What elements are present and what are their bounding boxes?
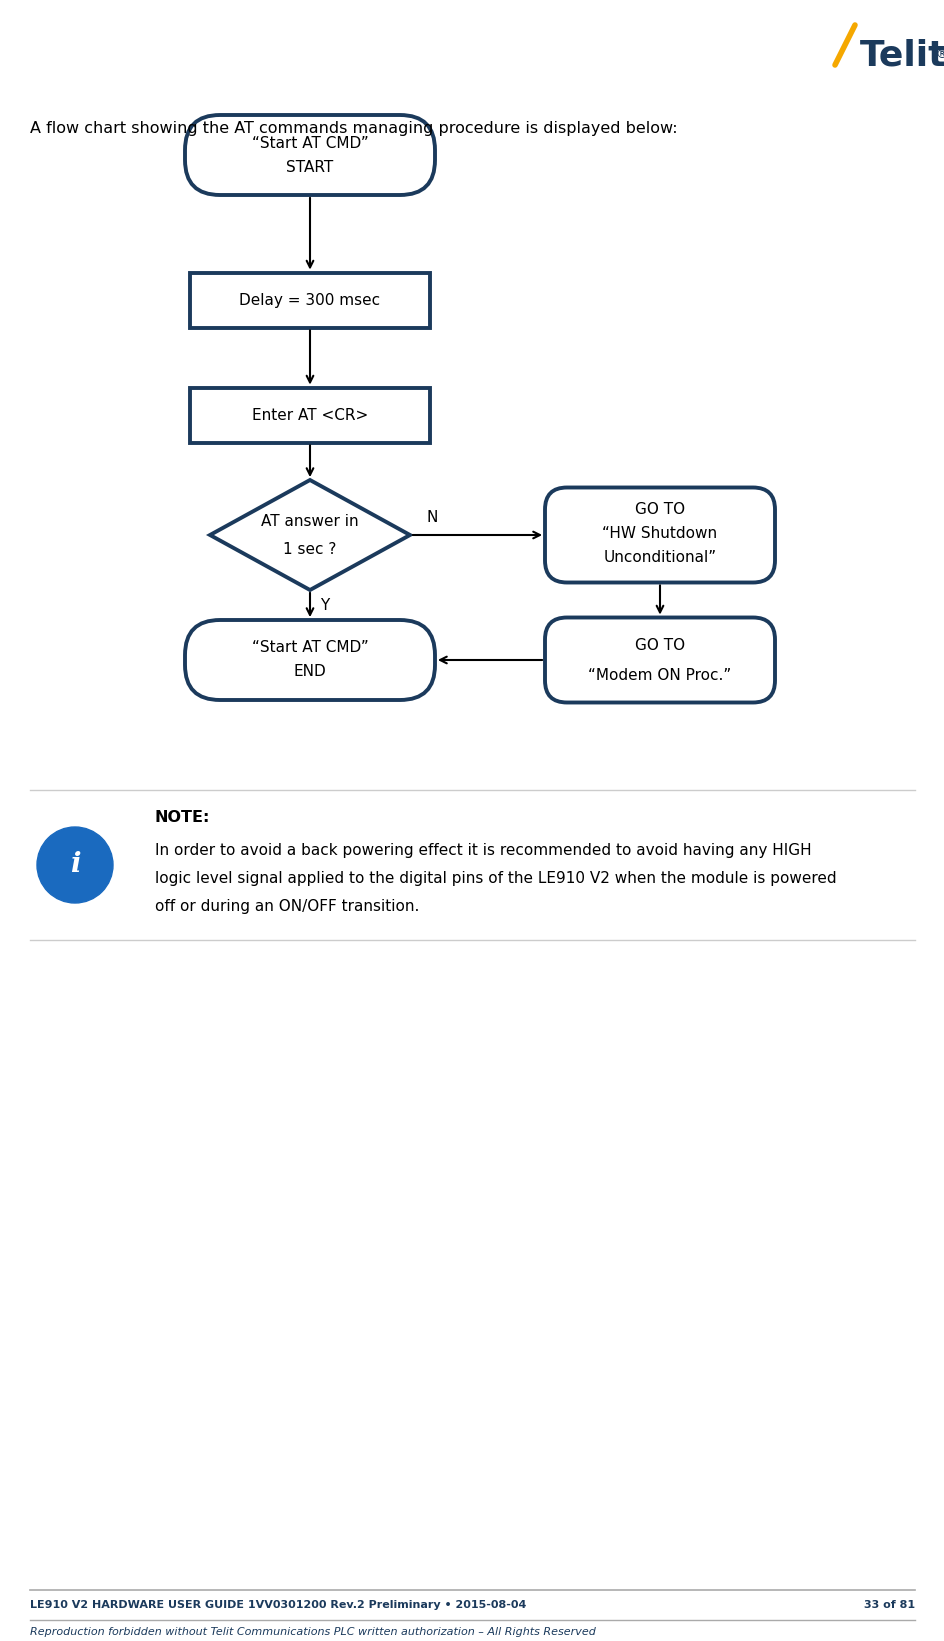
Text: “Modem ON Proc.”: “Modem ON Proc.” — [588, 668, 731, 683]
FancyBboxPatch shape — [185, 115, 434, 195]
Text: off or during an ON/OFF transition.: off or during an ON/OFF transition. — [155, 899, 419, 914]
Text: A flow chart showing the AT commands managing procedure is displayed below:: A flow chart showing the AT commands man… — [30, 120, 677, 136]
Text: 33 of 81: 33 of 81 — [863, 1600, 914, 1610]
Text: Unconditional”: Unconditional” — [603, 550, 716, 565]
Text: Reproduction forbidden without Telit Communications PLC written authorization – : Reproduction forbidden without Telit Com… — [30, 1626, 596, 1638]
FancyBboxPatch shape — [545, 617, 774, 702]
Text: “Start AT CMD”: “Start AT CMD” — [251, 640, 368, 655]
Text: Telit: Telit — [859, 38, 944, 72]
Text: GO TO: GO TO — [634, 637, 684, 653]
Bar — [190, 272, 430, 328]
Circle shape — [37, 827, 113, 903]
Bar — [190, 387, 430, 443]
Text: GO TO: GO TO — [634, 502, 684, 517]
Text: Delay = 300 msec: Delay = 300 msec — [239, 292, 380, 307]
Polygon shape — [210, 481, 410, 591]
Text: NOTE:: NOTE: — [155, 811, 211, 825]
Text: START: START — [286, 159, 333, 174]
Text: Y: Y — [320, 597, 329, 614]
Text: END: END — [294, 665, 326, 679]
Text: 1 sec ?: 1 sec ? — [283, 542, 336, 556]
Text: N: N — [426, 510, 437, 525]
Text: LE910 V2 HARDWARE USER GUIDE 1VV0301200 Rev.2 Preliminary • 2015-08-04: LE910 V2 HARDWARE USER GUIDE 1VV0301200 … — [30, 1600, 526, 1610]
Text: “HW Shutdown: “HW Shutdown — [602, 525, 716, 540]
Text: logic level signal applied to the digital pins of the LE910 V2 when the module i: logic level signal applied to the digita… — [155, 870, 835, 886]
Text: AT answer in: AT answer in — [261, 514, 359, 528]
FancyBboxPatch shape — [185, 620, 434, 701]
Text: i: i — [70, 852, 80, 878]
FancyBboxPatch shape — [545, 487, 774, 583]
Text: “Start AT CMD”: “Start AT CMD” — [251, 136, 368, 151]
Text: ®: ® — [934, 48, 944, 61]
Text: In order to avoid a back powering effect it is recommended to avoid having any H: In order to avoid a back powering effect… — [155, 842, 811, 858]
Text: Enter AT <CR>: Enter AT <CR> — [252, 407, 368, 422]
